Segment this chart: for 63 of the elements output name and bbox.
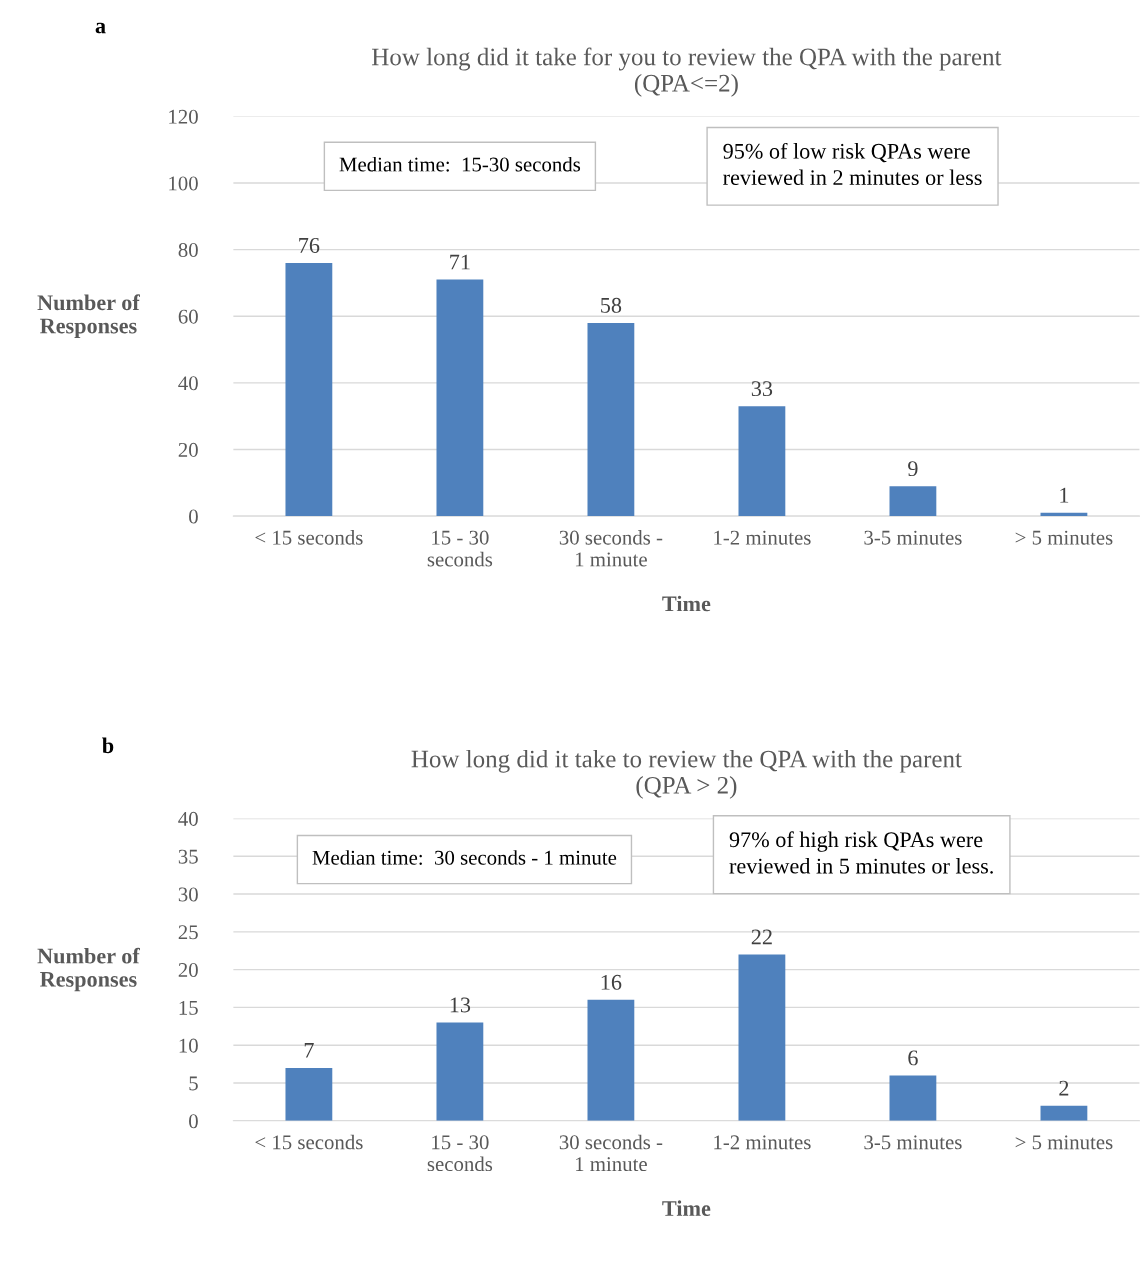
data-label: 16 <box>601 974 622 990</box>
y-tick-label: 0 <box>189 1114 198 1129</box>
x-tick-label: 3-5 minutes <box>864 1135 962 1150</box>
text: a <box>95 22 106 34</box>
bar <box>436 1022 484 1121</box>
x-tick-label: 1-2 minutes <box>714 530 811 545</box>
data-label: 2 <box>1059 1080 1069 1096</box>
bar <box>587 999 635 1121</box>
x-tick-label: > 5 minutes <box>1015 1135 1113 1150</box>
bar <box>285 1067 333 1121</box>
y-tick-label: 40 <box>178 811 198 826</box>
x-tick-label: 3-5 minutes <box>864 530 962 545</box>
x-tick-label: > 5 minutes <box>1015 530 1113 545</box>
bar <box>738 954 786 1121</box>
data-label: 9 <box>908 461 918 477</box>
data-label: 7 <box>304 1043 314 1058</box>
bar <box>1040 1105 1088 1121</box>
bar <box>436 279 484 517</box>
x-tick-label: < 15 seconds <box>255 530 363 545</box>
chart-title: How long did it take for you to review the QPA with the parent (QPA<=2) <box>372 47 1002 97</box>
annotation: Median time: 30 seconds - 1 minute <box>312 850 617 865</box>
x-axis-title: Time <box>662 595 711 612</box>
y-tick-label: 15 <box>179 1000 198 1015</box>
data-label: 1 <box>1060 487 1069 503</box>
y-tick-label: 80 <box>178 243 198 258</box>
y-tick-label: 20 <box>178 963 198 978</box>
bar <box>285 262 333 517</box>
y-tick-label: 35 <box>178 849 198 864</box>
bar <box>738 406 786 517</box>
bar <box>587 322 635 517</box>
x-tick-label: 30 seconds - 1 minute <box>559 530 663 567</box>
y-axis-title: Number of Responses <box>37 947 140 992</box>
data-label: 6 <box>908 1050 918 1066</box>
y-tick-label: 5 <box>189 1076 198 1091</box>
text: b <box>102 737 114 754</box>
data-label: 76 <box>299 237 320 253</box>
data-label: 58 <box>601 297 622 313</box>
bar <box>889 1075 937 1121</box>
annotation: 97% of high risk QPAs were reviewed in 5 minutes or less. <box>729 831 993 874</box>
y-tick-label: 60 <box>178 309 198 324</box>
annotation: 95% of low risk QPAs were reviewed in 2 minutes or less <box>723 142 982 186</box>
data-label: 22 <box>751 929 772 945</box>
y-tick-label: 40 <box>178 376 198 391</box>
x-tick-label: 1-2 minutes <box>714 1135 811 1150</box>
data-label: 33 <box>751 381 773 397</box>
annotation: Median time: 15-30 seconds <box>339 156 581 172</box>
x-axis-title: Time <box>662 1200 711 1216</box>
chart-title: How long did it take to review the QPA with the parent (QPA > 2) <box>411 749 962 799</box>
y-tick-label: 25 <box>178 925 198 940</box>
y-tick-label: 10 <box>179 1038 198 1053</box>
y-tick-label: 20 <box>178 442 198 457</box>
x-tick-label: < 15 seconds <box>255 1134 363 1150</box>
y-tick-label: 30 <box>178 887 198 902</box>
x-tick-label: 15 - 30 seconds <box>427 1135 493 1172</box>
data-label: 13 <box>450 997 471 1013</box>
x-tick-label: 30 seconds - 1 minute <box>559 1134 663 1172</box>
y-tick-label: 0 <box>189 509 198 524</box>
y-tick-label: 100 <box>169 176 198 191</box>
x-tick-label: 15 - 30 seconds <box>427 530 493 567</box>
data-label: 71 <box>450 254 470 270</box>
bar <box>889 486 937 517</box>
y-tick-label: 120 <box>169 109 198 124</box>
y-axis-title: Number of Responses <box>37 294 140 338</box>
